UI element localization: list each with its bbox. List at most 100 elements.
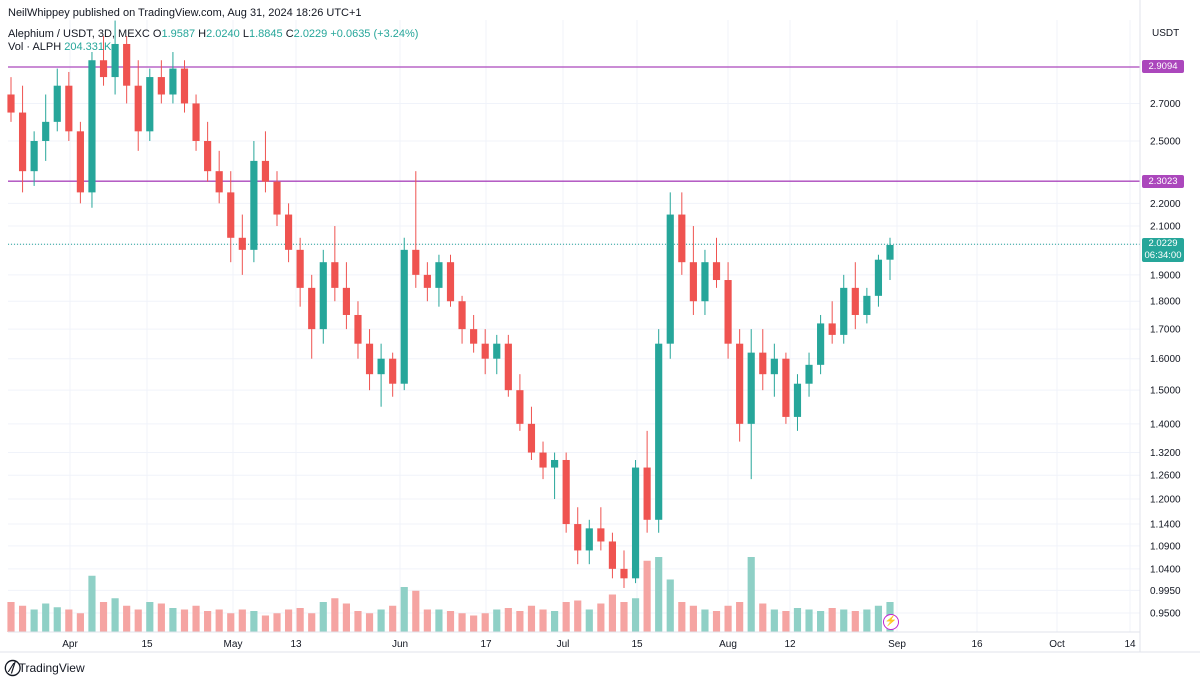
candle-body [724,280,732,344]
candle-body [331,262,339,288]
volume-bar [631,598,640,632]
candle-body [238,237,246,250]
x-tick-label: May [224,639,243,650]
candle-body [608,541,617,569]
candle-body [851,287,859,315]
currency-label[interactable]: USDT [1152,28,1180,39]
volume-bar [192,605,200,632]
volume-bar [180,609,189,632]
volume-bar [18,605,27,632]
candle-body [585,528,593,551]
candle-body [192,103,200,141]
level-price-tag-top: 2.9094 [1142,60,1184,73]
y-tick-label: 2.2000 [1150,199,1181,210]
publisher-line: NeilWhippey published on TradingView.com… [8,7,362,19]
x-tick-label: 13 [290,639,302,650]
volume-bar [331,598,339,632]
y-tick-label: 0.9950 [1150,586,1181,597]
candle-body [111,43,119,78]
y-tick-label: 1.1400 [1150,520,1181,531]
low-value: 1.8845 [248,28,283,40]
volume-bar [736,602,744,632]
candle-body [551,459,559,468]
candle-body [157,77,165,95]
candle-body [250,160,258,250]
x-tick-label: Oct [1049,639,1065,650]
volume-bar [273,613,281,632]
candle-body [18,112,27,172]
volume-bar [712,611,721,632]
volume-bar [30,609,38,632]
candle-body [481,343,489,359]
candle-body [319,262,327,330]
volume-bar [597,603,605,632]
volume-bar [146,602,154,632]
candle-body [296,249,304,288]
volume-bar [504,608,512,632]
volume-bar [342,603,350,632]
volume-bar [643,560,651,632]
candle-body [631,467,640,579]
candle-body [620,568,628,579]
volume-bar [874,605,883,632]
volume-bar [678,602,686,632]
high-label: H [198,28,207,40]
candle-body [99,60,108,78]
candle-body [342,287,350,315]
candle-body [840,287,848,335]
candle-body [886,244,894,260]
flash-icon[interactable]: ⚡ [883,614,899,630]
y-tick-label: 2.7000 [1150,99,1181,110]
candle-body [423,274,431,288]
candle-body [736,343,744,424]
candle-body [712,262,721,281]
candle-body [204,140,212,172]
volume-bar [227,613,235,632]
x-tick-label: 12 [784,639,796,650]
high-value: 2.0240 [206,28,240,40]
volume-bar [851,611,859,632]
volume-bar [805,609,813,632]
current-price-value: 2.0229 [1148,238,1178,249]
candle-body [655,343,663,520]
volume-label: Vol · ALPH [8,41,62,53]
volume-bar [123,605,131,632]
volume-bar [308,613,316,632]
candle-body [562,459,570,525]
symbol-label[interactable]: Alephium / USDT, 3D, MEXC [8,28,150,40]
change-value: +0.0635 (+3.24%) [330,28,419,40]
candle-body [76,131,84,193]
volume-bars [7,557,894,632]
volume-bar [770,609,778,632]
close-value: 2.0229 [293,28,328,40]
candle-body [863,295,871,315]
volume-bar [365,613,374,632]
volume-bar [793,608,802,632]
horizontal-levels [8,66,1140,245]
volume-bar [620,602,628,632]
volume-bar [446,611,455,632]
candle-body [527,423,536,453]
candle-body [400,249,408,384]
volume-bar [759,603,767,632]
volume-bar [284,609,293,632]
candle-body [412,249,420,275]
volume-bar [88,575,96,632]
close-label: C [285,28,294,40]
volume-bar [481,613,489,632]
candle-body [354,314,362,344]
candle-body [377,358,385,375]
y-tick-label: 1.0400 [1150,564,1181,575]
candle-body [30,140,38,172]
y-tick-label: 0.9500 [1150,609,1181,620]
volume-bar [157,603,165,632]
y-tick-label: 1.3200 [1150,448,1181,459]
volume-bar [261,615,270,632]
x-tick-label: Jun [392,639,408,650]
open-label: O [152,28,162,40]
y-tick-label: 1.2000 [1150,495,1181,506]
volume-bar [527,605,536,632]
volume-bar [551,611,559,632]
candle-body [782,358,790,417]
